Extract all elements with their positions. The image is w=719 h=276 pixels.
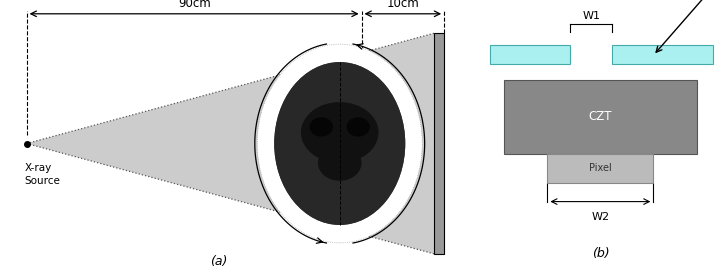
Polygon shape [27, 33, 434, 254]
Ellipse shape [257, 44, 422, 243]
Text: 10cm: 10cm [386, 0, 419, 10]
Bar [547, 154, 654, 183]
Bar [490, 45, 570, 64]
Bar [504, 80, 697, 154]
Ellipse shape [274, 62, 406, 225]
Text: W2: W2 [591, 212, 610, 222]
Bar [612, 45, 713, 64]
Text: Pixel: Pixel [589, 163, 612, 174]
Ellipse shape [274, 62, 406, 225]
Ellipse shape [310, 117, 333, 137]
Text: (a): (a) [210, 255, 227, 268]
Text: W1: W1 [582, 11, 600, 22]
Ellipse shape [347, 117, 370, 137]
Text: CZT: CZT [589, 110, 612, 123]
Text: 90cm: 90cm [178, 0, 211, 10]
Ellipse shape [318, 145, 362, 181]
Ellipse shape [301, 102, 379, 163]
Ellipse shape [268, 58, 411, 229]
Text: (b): (b) [592, 247, 609, 260]
Bar [434, 33, 444, 254]
Text: X-ray
Source: X-ray Source [24, 163, 60, 186]
